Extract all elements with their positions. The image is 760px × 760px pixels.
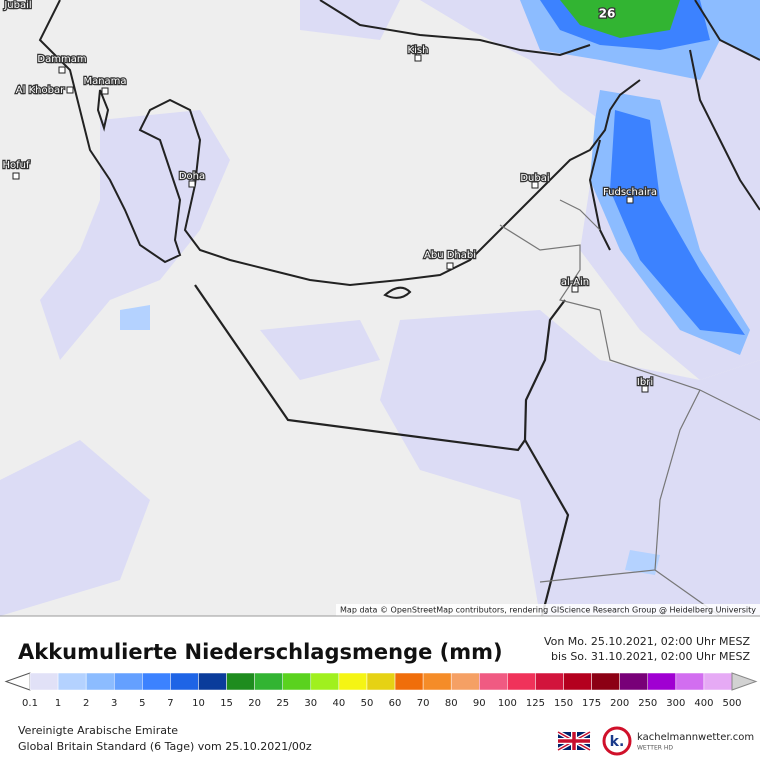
city-marker	[571, 285, 579, 293]
precip-heavy	[120, 0, 760, 575]
legend-label: 40	[333, 698, 346, 709]
color-swatch	[394, 672, 424, 691]
color-swatch	[422, 672, 452, 691]
legend-label: 0.1	[22, 698, 38, 709]
city-label: Manama	[83, 76, 126, 87]
city-label: al-Ain	[561, 277, 589, 288]
color-swatch	[170, 672, 199, 691]
city-marker	[188, 180, 196, 188]
city-marker	[446, 262, 454, 270]
legend-label: 200	[610, 698, 629, 709]
legend-label: 30	[304, 698, 317, 709]
legend-label: 3	[111, 698, 117, 709]
city-marker	[14, 1, 22, 9]
legend-label: 10	[192, 698, 205, 709]
attribution-bg	[336, 604, 760, 616]
borders	[194, 284, 570, 617]
brand: kachelmannwetter.com	[637, 732, 754, 743]
city-labels: Jubail Dammam Manama Al Khobar Hofuf Doha Kish…	[1, 0, 658, 393]
city-marker	[101, 87, 109, 95]
uk-flag	[557, 730, 591, 752]
svg-text:k.: k.	[610, 734, 625, 750]
legend-label: 250	[638, 698, 657, 709]
legend-label: 50	[361, 698, 374, 709]
color-swatch	[282, 672, 312, 691]
color-swatch	[703, 672, 733, 691]
color-swatch	[29, 672, 59, 691]
period-from: Von Mo. 25.10.2021, 02:00 Uhr MESZ	[544, 635, 751, 648]
color-swatch	[535, 672, 564, 691]
city-label: Jubail	[3, 0, 31, 11]
legend-label: 70	[417, 698, 430, 709]
model: Global Britain Standard (6 Tage) vom 25.…	[18, 740, 312, 753]
logo: k.	[602, 726, 632, 756]
color-swatch	[479, 672, 508, 691]
legend-label: 5	[139, 698, 145, 709]
city-marker	[12, 172, 20, 180]
color-swatch	[366, 672, 396, 691]
color-swatch	[619, 672, 649, 691]
legend-label: 60	[389, 698, 402, 709]
legend-label: 175	[582, 698, 601, 709]
city-marker	[66, 86, 74, 94]
period-to: bis So. 31.10.2021, 02:00 Uhr MESZ	[551, 650, 750, 663]
legend-label: 80	[445, 698, 458, 709]
attribution: Map data © OpenStreetMap contributors, r…	[340, 606, 756, 615]
city-label: Dammam	[37, 54, 86, 65]
color-swatch	[226, 672, 255, 691]
city-label: Abu Dhabi	[424, 250, 476, 261]
city-label: Ibri	[637, 377, 653, 388]
legend-label: 25	[276, 698, 289, 709]
color-swatch	[113, 672, 143, 691]
color-swatch	[85, 672, 115, 691]
legend-label: 15	[220, 698, 233, 709]
city-label: Dubai	[520, 173, 549, 184]
color-swatch	[675, 672, 705, 691]
color-swatch	[450, 672, 480, 691]
city-marker	[626, 196, 634, 204]
legend-label: 1	[55, 698, 61, 709]
legend-label: 400	[694, 698, 713, 709]
city-label: Kish	[408, 45, 429, 56]
color-swatch	[254, 672, 283, 691]
color-swatch	[142, 672, 171, 691]
bar-arrow-right	[731, 672, 758, 691]
city-marker	[58, 66, 66, 74]
legend-label: 300	[666, 698, 685, 709]
city-label: Fudschaira	[603, 187, 657, 198]
bar-arrow-left	[4, 672, 31, 691]
legend-label: 500	[722, 698, 741, 709]
brand-sub: WETTER HD	[637, 745, 673, 752]
color-swatch	[310, 672, 340, 691]
color-swatch	[57, 672, 87, 691]
region: Vereinigte Arabische Emirate	[18, 724, 178, 737]
legend-label: 125	[526, 698, 545, 709]
admin-borders	[499, 199, 760, 617]
legend-label: 7	[167, 698, 173, 709]
color-swatch	[647, 672, 677, 691]
city-marker	[414, 54, 422, 62]
color-bar: 0.1 1 2 3 5 7 10 15 20 25 30 40 50 60 70 80 90 100 125 150 1…	[4, 672, 758, 709]
map: Jubail Dammam Manama Al Khobar Hofuf Doha Kish…	[0, 0, 760, 617]
color-swatch	[198, 672, 227, 691]
color-swatch	[338, 672, 368, 691]
legend-label: 90	[473, 698, 486, 709]
color-swatch	[591, 672, 620, 691]
legend-title: Akkumulierte Niederschlagsmenge (mm)	[18, 640, 503, 664]
city-marker	[641, 385, 649, 393]
city-label: Doha	[179, 171, 205, 182]
legend-label: 2	[83, 698, 89, 709]
color-swatch	[507, 672, 536, 691]
city-label: Hofuf	[2, 160, 29, 171]
city-marker	[531, 181, 539, 189]
legend-label: 150	[554, 698, 573, 709]
legend-label: 20	[248, 698, 261, 709]
legend-label: 100	[498, 698, 517, 709]
max-label: 26	[599, 7, 616, 21]
color-swatch	[563, 672, 592, 691]
city-label: Al Khobar	[16, 85, 65, 96]
